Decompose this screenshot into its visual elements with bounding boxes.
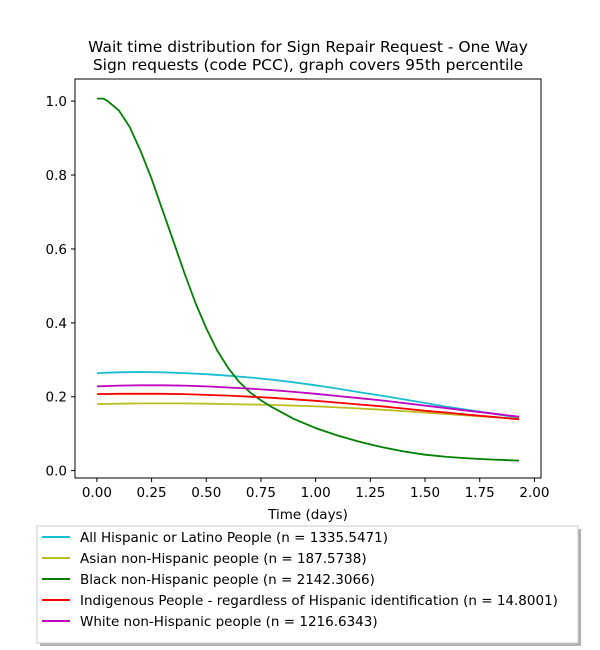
legend-entry-4: Indigenous People - regardless of Hispan… xyxy=(80,593,558,609)
legend-entry-5: White non-Hispanic people (n = 1216.6343… xyxy=(80,614,378,630)
legend-entry-3: Black non-Hispanic people (n = 2142.3066… xyxy=(80,572,375,588)
x-tick-label: 1.75 xyxy=(465,485,495,501)
chart-title-line-2: Sign requests (code PCC), graph covers 9… xyxy=(93,56,523,74)
y-tick-label: 0.6 xyxy=(46,242,67,258)
y-axis: 0.0 0.2 0.4 0.6 0.8 1.0 xyxy=(46,94,75,480)
x-tick-label: 2.00 xyxy=(519,485,549,501)
series-line-2 xyxy=(96,402,520,420)
y-tick-label: 0.2 xyxy=(46,390,67,406)
x-tick-label: 0.00 xyxy=(82,485,112,501)
x-tick-label: 0.75 xyxy=(246,485,276,501)
x-tick-label: 1.25 xyxy=(355,485,385,501)
series-line-4 xyxy=(96,392,520,421)
x-tick-label: 1.00 xyxy=(301,485,331,501)
series-line-3 xyxy=(96,97,520,462)
x-tick-label: 0.25 xyxy=(137,485,167,501)
x-axis: 0.00 0.25 0.50 0.75 1.00 1.25 1.50 1.75 2.00 xyxy=(82,478,549,501)
plot-frame xyxy=(74,78,542,479)
x-tick-label: 1.50 xyxy=(410,485,440,501)
y-tick-label: 0.0 xyxy=(46,464,67,480)
y-tick-label: 1.0 xyxy=(46,94,67,110)
series-line-1 xyxy=(96,371,520,419)
series-line-5 xyxy=(96,384,520,418)
legend-box xyxy=(36,525,579,644)
legend: All Hispanic or Latino People (n = 1335.… xyxy=(36,525,581,646)
legend-entry-2: Asian non-Hispanic people (n = 187.5738) xyxy=(80,551,367,567)
legend-entry-1: All Hispanic or Latino People (n = 1335.… xyxy=(80,530,388,546)
y-tick-label: 0.4 xyxy=(46,316,67,332)
x-tick-label: 0.50 xyxy=(191,485,221,501)
plot-area xyxy=(74,78,542,479)
chart-title-line-1: Wait time distribution for Sign Repair R… xyxy=(88,38,528,56)
x-axis-label: Time (days) xyxy=(267,507,348,523)
y-tick-label: 0.8 xyxy=(46,168,67,184)
